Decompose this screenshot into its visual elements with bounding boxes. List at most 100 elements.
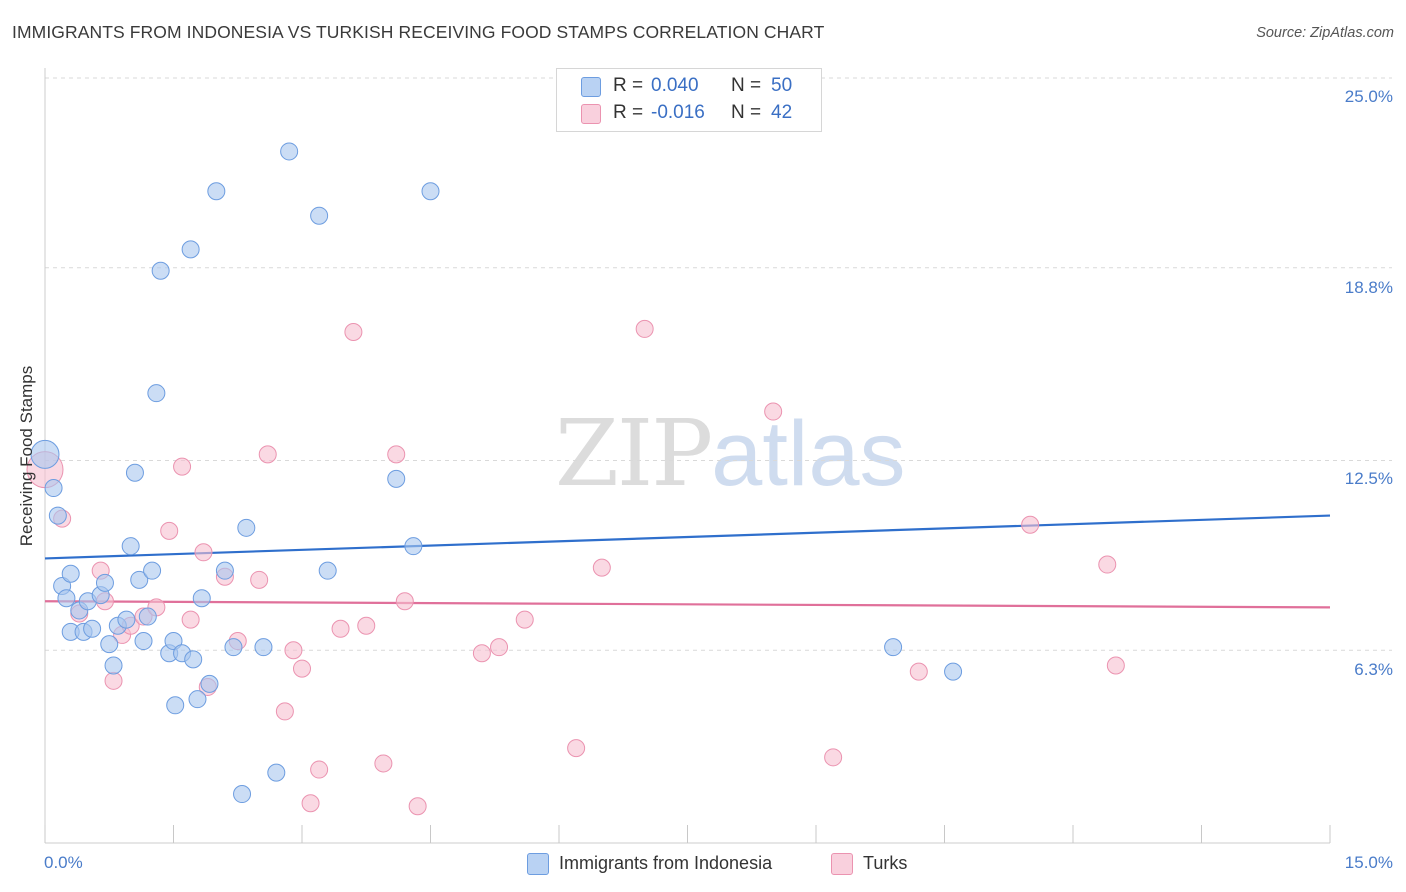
turks-point xyxy=(1106,656,1125,675)
n-label: N = xyxy=(731,75,762,96)
indonesia-point xyxy=(267,763,286,782)
y-tick-label: 6.3% xyxy=(1354,660,1393,679)
y-tick-label: 18.8% xyxy=(1344,278,1393,297)
source-label: Source: ZipAtlas.com xyxy=(1256,25,1394,41)
r-label: R = xyxy=(613,75,644,96)
y-tick-label: 12.5% xyxy=(1344,469,1393,488)
turks-points xyxy=(26,319,1125,816)
turks-point xyxy=(293,659,311,678)
r-label: R = xyxy=(613,102,644,123)
indonesia-point xyxy=(134,632,153,651)
indonesia-point xyxy=(944,662,963,681)
indonesia-point xyxy=(117,610,136,629)
indonesia-point xyxy=(83,619,102,638)
turks-point xyxy=(824,748,843,767)
n-value: 50 xyxy=(771,75,793,96)
turks-point xyxy=(301,794,320,813)
stats-box: R = 0.040 N = 50 R = -0.016 N = 42 xyxy=(556,68,822,132)
indonesia-point xyxy=(125,463,144,482)
turks-point xyxy=(357,616,376,635)
turks-point xyxy=(567,739,586,758)
turks-point xyxy=(331,619,350,638)
turks-point xyxy=(181,610,200,629)
turks-point xyxy=(250,570,269,589)
turks-point xyxy=(104,671,123,690)
indonesia-point xyxy=(387,469,406,488)
indonesia-point xyxy=(224,638,243,657)
indonesia-point xyxy=(151,261,170,280)
indonesia-point xyxy=(166,696,185,715)
indonesia-point xyxy=(61,564,80,583)
turks-point xyxy=(472,644,491,663)
indonesia-point xyxy=(884,638,903,657)
indonesia-point xyxy=(100,635,119,654)
indonesia-point xyxy=(44,479,63,498)
chart-title: IMMIGRANTS FROM INDONESIA VS TURKISH REC… xyxy=(12,22,825,42)
r-value: -0.016 xyxy=(651,102,705,123)
indonesia-point xyxy=(147,384,166,403)
turks-point xyxy=(515,610,534,629)
indonesia-point xyxy=(48,506,67,525)
turks-point xyxy=(764,402,783,421)
indonesia-point xyxy=(30,439,60,469)
turks-point xyxy=(1021,515,1040,534)
indonesia-point xyxy=(184,650,203,669)
turks-point xyxy=(194,543,213,562)
indonesia-point xyxy=(192,589,211,608)
legend-label: Immigrants from Indonesia xyxy=(559,853,773,873)
indonesia-legend-swatch xyxy=(527,853,549,875)
indonesia-swatch xyxy=(581,77,601,97)
turks-point xyxy=(490,638,509,657)
turks-point xyxy=(160,521,179,540)
turks-point xyxy=(284,641,303,660)
turks-point xyxy=(635,319,654,338)
indonesia-point xyxy=(164,632,183,651)
indonesia-point xyxy=(421,182,440,201)
indonesia-point xyxy=(280,142,299,161)
turks-swatch xyxy=(581,104,601,124)
turks-trend-line xyxy=(44,600,1331,609)
n-value: 42 xyxy=(771,102,793,123)
indonesia-point xyxy=(95,573,114,592)
indonesia-point xyxy=(215,561,234,580)
indonesia-point xyxy=(310,206,329,225)
indonesia-point xyxy=(188,690,207,709)
axes xyxy=(44,68,1331,844)
turks-point xyxy=(909,662,928,681)
indonesia-trend-line xyxy=(44,514,1331,560)
indonesia-point xyxy=(207,182,226,201)
x-tick-label: 15.0% xyxy=(1344,853,1393,872)
watermark-zip: ZIP xyxy=(555,400,713,507)
x-tick-label: 0.0% xyxy=(44,853,83,872)
turks-point xyxy=(592,558,611,577)
turks-point xyxy=(1098,555,1117,574)
y-tick-label: 25.0% xyxy=(1344,87,1393,106)
indonesia-points xyxy=(30,142,963,804)
turks-point xyxy=(310,760,329,779)
indonesia-point xyxy=(181,240,200,259)
turks-point xyxy=(408,797,427,816)
legend-label: Turks xyxy=(863,853,908,873)
n-label: N = xyxy=(731,102,762,123)
indonesia-point xyxy=(121,537,140,556)
turks-point xyxy=(258,445,277,464)
indonesia-point xyxy=(138,607,157,626)
turks-legend-swatch xyxy=(831,853,853,875)
indonesia-point xyxy=(57,589,76,608)
r-value: 0.040 xyxy=(651,75,699,96)
indonesia-point xyxy=(104,656,123,675)
indonesia-point xyxy=(404,537,423,556)
watermark-atlas: atlas xyxy=(711,403,906,505)
watermark: ZIPatlas xyxy=(555,400,906,507)
turks-point xyxy=(374,754,393,773)
turks-point xyxy=(395,592,414,611)
indonesia-point xyxy=(318,561,337,580)
turks-point xyxy=(387,445,406,464)
turks-point xyxy=(275,702,294,721)
grid-lines xyxy=(45,77,1392,651)
y-axis-label: Receiving Food Stamps xyxy=(17,365,36,547)
indonesia-point xyxy=(200,674,219,693)
turks-point xyxy=(173,457,192,476)
turks-point xyxy=(344,322,363,341)
